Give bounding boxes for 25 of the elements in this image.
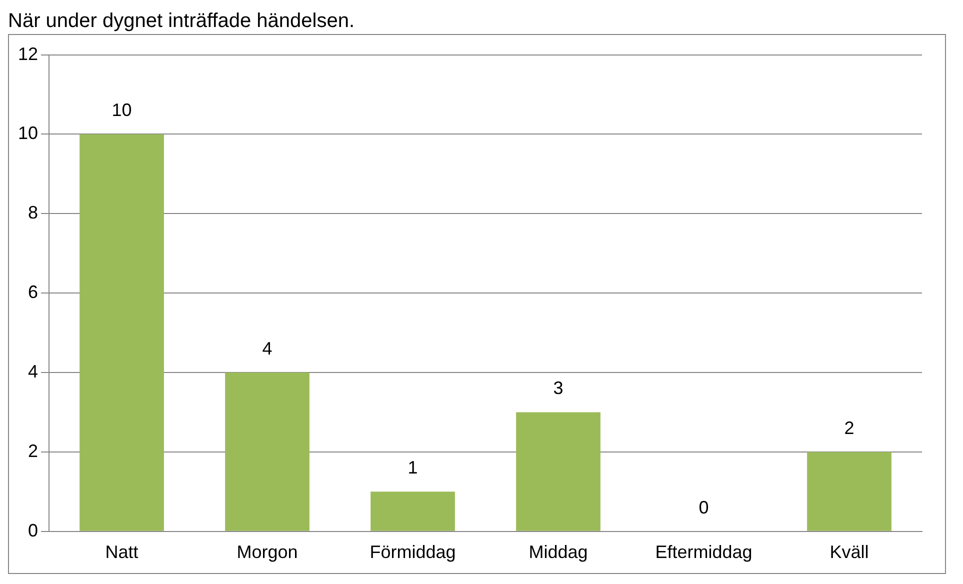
bar — [807, 452, 892, 531]
data-label: 2 — [844, 418, 854, 438]
y-tick-label: 8 — [28, 202, 38, 223]
chart-title: När under dygnet inträffade händelsen. — [8, 9, 356, 34]
y-tick-label: 10 — [18, 123, 38, 144]
bar — [225, 372, 310, 531]
bar — [370, 492, 455, 531]
data-label: 4 — [262, 338, 272, 358]
x-tick-label: Eftermiddag — [655, 542, 752, 562]
x-tick-label: Natt — [105, 542, 138, 562]
y-tick-label: 0 — [28, 520, 38, 540]
data-label: 10 — [112, 100, 132, 120]
y-tick-label: 2 — [28, 440, 38, 461]
data-label: 1 — [408, 458, 418, 478]
y-tick-label: 12 — [18, 44, 38, 64]
x-tick-label: Kväll — [830, 542, 869, 562]
bar — [516, 412, 600, 531]
x-tick-label: Morgon — [236, 542, 298, 562]
y-tick-label: 6 — [28, 282, 38, 302]
y-tick-label: 4 — [28, 362, 38, 382]
x-tick-label: Förmiddag — [370, 542, 456, 562]
x-tick-label: Middag — [528, 542, 588, 562]
data-label: 3 — [553, 378, 564, 398]
data-label: 0 — [698, 497, 709, 518]
bar — [80, 134, 164, 531]
